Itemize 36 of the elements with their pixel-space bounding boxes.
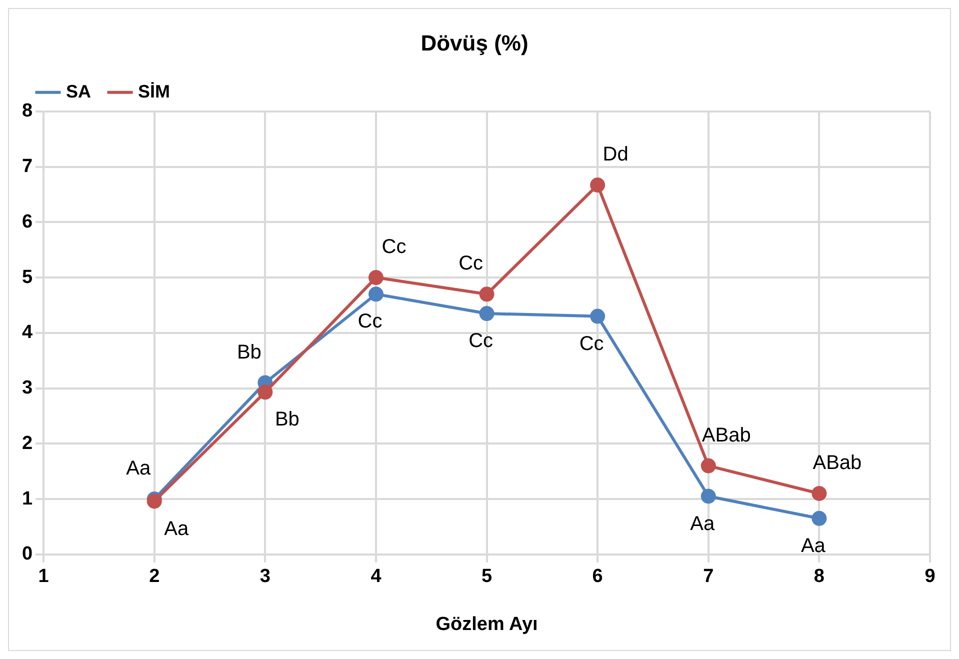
y-tick-label: 3: [22, 378, 33, 399]
annotation: Dd: [602, 144, 628, 166]
y-tick-label: 2: [22, 432, 33, 454]
x-tick-label: 7: [703, 566, 714, 588]
x-tick-label: 5: [481, 566, 492, 588]
y-tick-label: 7: [22, 156, 33, 178]
annotation: Aa: [800, 534, 826, 557]
annotation: ABab: [702, 424, 751, 446]
y-tick-label: 0: [22, 544, 33, 565]
chart-title: Dövüş (%): [420, 30, 528, 56]
x-tick-label: 9: [924, 566, 936, 588]
annotation: Cc: [358, 310, 382, 333]
x-axis-title: Gözlem Ayı: [436, 614, 538, 635]
annotation: Bb: [274, 408, 300, 431]
y-tick-label: 6: [22, 211, 33, 232]
y-tick-label: 5: [22, 266, 33, 288]
annotation: Aa: [690, 512, 716, 535]
y-tick-label: 4: [22, 322, 33, 344]
annotation: Aa: [164, 518, 190, 540]
annotation: ABab: [812, 452, 862, 474]
legend-label: SA: [66, 81, 92, 102]
annotation: Aa: [126, 458, 152, 480]
annotation: Cc: [382, 236, 406, 258]
annotation: Cc: [458, 252, 484, 275]
x-tick-label: 3: [260, 566, 270, 588]
annotation: Bb: [236, 341, 262, 364]
y-tick-label: 1: [22, 488, 33, 510]
x-tick-label: 6: [592, 566, 603, 588]
legend-label: SİM: [138, 81, 170, 102]
x-tick-label: 8: [814, 566, 824, 588]
annotation: Cc: [468, 330, 494, 352]
x-tick-label: 1: [38, 566, 50, 588]
x-tick-label: 4: [370, 566, 382, 588]
annotation: Cc: [579, 332, 604, 355]
y-tick-label: 8: [22, 100, 33, 122]
x-tick-label: 2: [149, 566, 160, 588]
